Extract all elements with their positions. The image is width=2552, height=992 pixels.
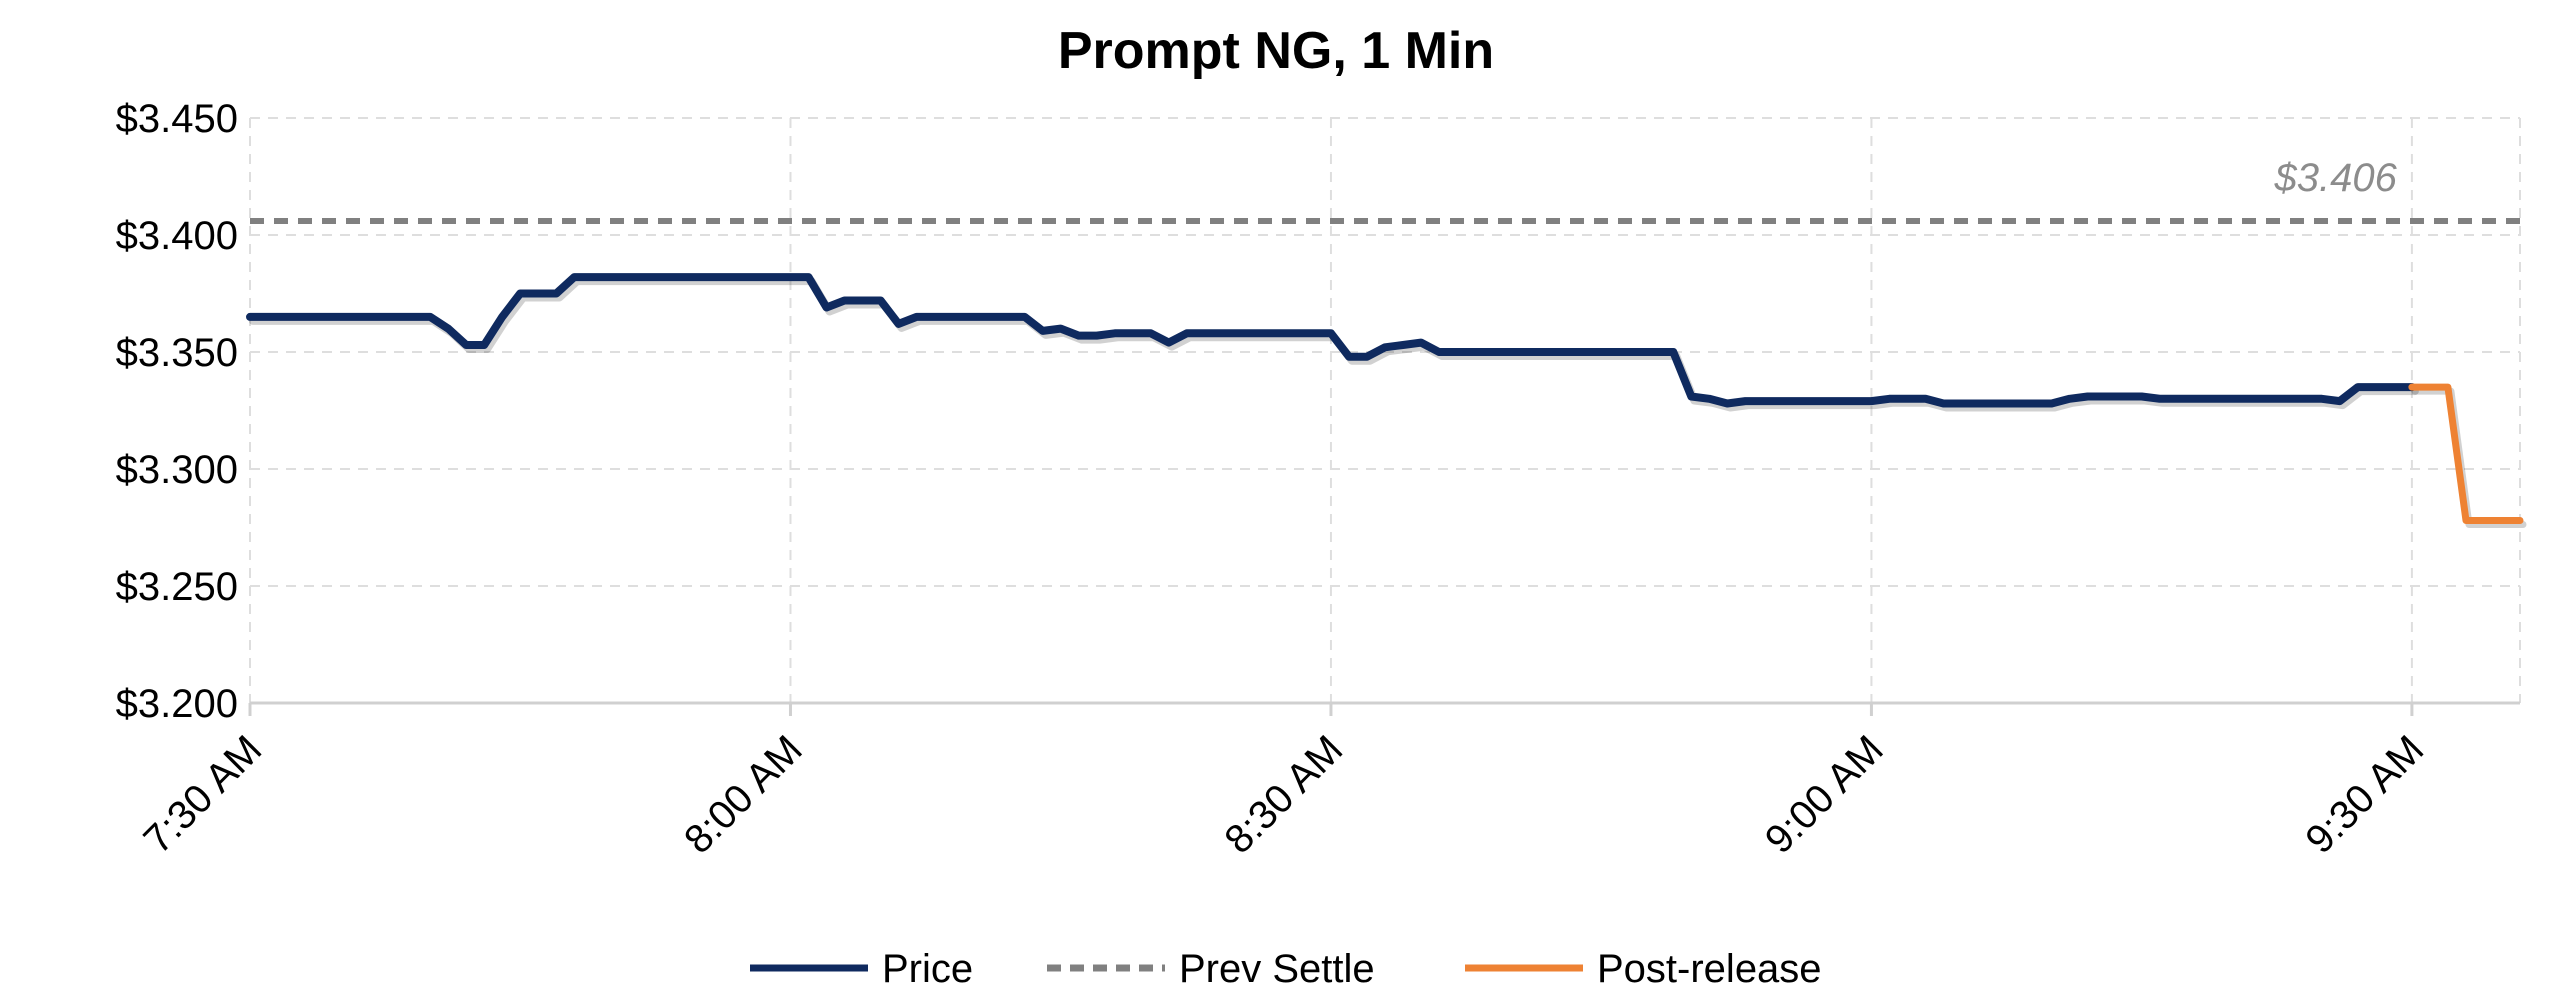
y-tick-label: $3.400 (116, 214, 238, 258)
series-line-post-release-shadow (2411, 387, 2527, 528)
annotations: $3.406 (2274, 156, 2398, 200)
y-tick-label: $3.450 (116, 97, 238, 141)
legend-label: Prev Settle (1179, 947, 1375, 991)
x-tick-label: 8:30 AM (1216, 727, 1351, 862)
y-tick-label: $3.350 (116, 331, 238, 375)
x-tick-label: 8:00 AM (676, 727, 811, 862)
y-tick-label: $3.250 (116, 565, 238, 609)
grid (249, 117, 2521, 703)
chart-title: Prompt NG, 1 Min (1058, 22, 1494, 80)
x-tick-label: 9:30 AM (2297, 727, 2432, 862)
axes: $3.450 $3.400 $3.350 $3.300 $3.250 $3.2007:30… (116, 97, 2520, 862)
x-tick-label: 7:30 AM (135, 727, 270, 862)
legend-label: Post-release (1597, 947, 1822, 991)
plot-area (246, 218, 2527, 528)
x-tick-label: 9:00 AM (1757, 727, 1892, 862)
y-tick-label: $3.200 (116, 682, 238, 726)
series-line-price (246, 273, 2416, 408)
annotation-label: $3.406 (2274, 156, 2398, 200)
y-tick-label: $3.300 (116, 448, 238, 492)
series-line-post-release (2408, 383, 2524, 524)
legend-label: Price (882, 947, 973, 991)
legend: Price Prev Settle Post-release (750, 947, 1822, 991)
series-line-price-shadow (249, 277, 2419, 412)
